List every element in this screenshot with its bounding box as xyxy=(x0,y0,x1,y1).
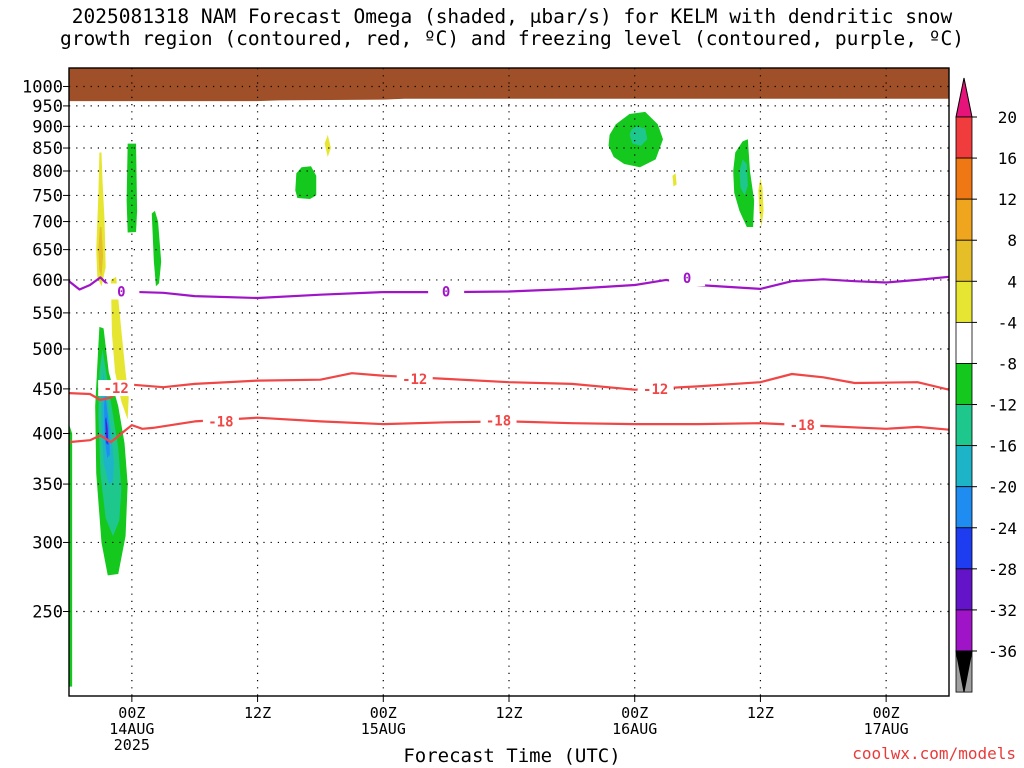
colorbar-swatch xyxy=(955,363,973,405)
y-tick-label: 300 xyxy=(32,533,63,553)
colorbar-swatch xyxy=(955,116,973,159)
colorbar-label: 20 xyxy=(998,108,1017,127)
y-tick-label: 450 xyxy=(32,380,63,400)
colorbar-swatch xyxy=(955,568,973,611)
source-credit[interactable]: coolwx.com/models xyxy=(852,744,1016,763)
colorbar-label: -36 xyxy=(988,642,1017,661)
omega-shade-rise-54h xyxy=(629,126,648,146)
omega-shade-sink-66h xyxy=(758,178,764,228)
y-tick-label: 400 xyxy=(32,424,63,444)
colorbar-label: 16 xyxy=(998,149,1017,168)
colorbar-swatch xyxy=(955,404,973,447)
colorbar-swatch xyxy=(955,609,973,652)
colorbar-label: 12 xyxy=(998,190,1017,209)
omega-shade-rise-22h xyxy=(295,166,317,199)
y-tick-label: 700 xyxy=(32,213,63,233)
contour-label-bg xyxy=(98,380,135,397)
colorbar-swatch xyxy=(955,280,973,323)
x-tick-label: 14AUG xyxy=(109,720,154,738)
y-tick-label: 1000 xyxy=(22,77,63,97)
colorbar-swatch xyxy=(955,445,973,488)
colorbar-swatch xyxy=(955,527,973,570)
y-tick-label: 600 xyxy=(32,271,63,291)
x-tick-label: 16AUG xyxy=(612,720,657,738)
y-tick-label: 650 xyxy=(32,241,63,261)
x-tick-label: 2025 xyxy=(114,736,150,754)
colorbar-label: -32 xyxy=(988,601,1017,620)
contour-label-bg xyxy=(103,283,140,300)
y-tick-label: 800 xyxy=(32,162,63,182)
contour-label--12: -12 xyxy=(643,382,668,398)
contour-label-bg xyxy=(637,380,674,397)
colorbar-top-arrow xyxy=(955,77,973,118)
contour-label--18: -18 xyxy=(208,414,233,430)
contour-label-bg xyxy=(428,283,465,300)
y-tick-label: 500 xyxy=(32,340,63,360)
x-axis-label: Forecast Time (UTC) xyxy=(403,745,621,767)
contour-label--18: -18 xyxy=(790,418,815,434)
colorbar-label: 4 xyxy=(1007,272,1017,291)
x-tick-label: 00Z xyxy=(873,704,900,722)
colorbar-label: -8 xyxy=(998,354,1017,373)
omega-shade-sink-25h xyxy=(324,134,331,158)
y-tick-label: 900 xyxy=(32,117,63,137)
y-tick-label: 250 xyxy=(32,602,63,622)
colorbar-bottom-arrow xyxy=(955,650,973,693)
omega-shade-sink-3h xyxy=(98,227,104,277)
colorbar-swatch xyxy=(955,239,973,282)
x-tick-label: 15AUG xyxy=(361,720,406,738)
colorbar-label: -24 xyxy=(988,519,1017,538)
colorbar-swatch xyxy=(955,157,973,200)
x-tick-label: 12Z xyxy=(747,704,774,722)
x-tick-label: 00Z xyxy=(370,704,397,722)
y-tick-label: 850 xyxy=(32,139,63,159)
contour-label-bg xyxy=(202,413,239,430)
contour-label-bg xyxy=(480,412,517,429)
x-tick-label: 00Z xyxy=(621,704,648,722)
contour-line--12 xyxy=(69,372,949,402)
contour-label--12: -12 xyxy=(103,381,128,397)
x-tick-label: 12Z xyxy=(495,704,522,722)
y-tick-label: 750 xyxy=(32,186,63,206)
omega-shade-sink-57h xyxy=(672,173,677,187)
x-tick-label: 12Z xyxy=(244,704,271,722)
chart-title: 2025081318 NAM Forecast Omega (shaded, μ… xyxy=(60,5,964,50)
omega-shade-rise-8h xyxy=(151,210,162,287)
colorbar-label: -20 xyxy=(988,478,1017,497)
colorbar-swatch xyxy=(955,198,973,241)
contour-label-bg xyxy=(396,370,433,387)
colorbar-swatch xyxy=(955,486,973,529)
terrain-fill xyxy=(69,68,949,102)
x-tick-label: 00Z xyxy=(118,704,145,722)
contour-label-0: 0 xyxy=(683,271,691,287)
grid-lines xyxy=(69,68,949,696)
colorbar-label: -28 xyxy=(988,560,1017,579)
colorbar-swatch xyxy=(955,321,973,364)
contour-label-bg xyxy=(784,417,821,434)
contour-label-0: 0 xyxy=(442,284,450,300)
omega-shade-rise-column-0h xyxy=(69,424,73,687)
colorbar-label: -16 xyxy=(988,437,1017,456)
omega-shade-rise-core-4h xyxy=(105,422,108,439)
colorbar-label: -12 xyxy=(988,396,1017,415)
colorbar-label: -4 xyxy=(998,313,1017,332)
y-tick-label: 550 xyxy=(32,304,63,324)
colorbar-label: 8 xyxy=(1007,231,1017,250)
y-tick-label: 950 xyxy=(32,97,63,117)
y-tick-label: 350 xyxy=(32,475,63,495)
omega-shade-rise-64h xyxy=(739,159,748,196)
x-tick-label: 17AUG xyxy=(864,720,909,738)
contour-label--18: -18 xyxy=(486,413,511,429)
contour-label--12: -12 xyxy=(402,372,427,388)
omega-shade-rise-6h xyxy=(126,143,138,233)
contour-label-0: 0 xyxy=(117,284,125,300)
contour-label-bg xyxy=(669,270,706,287)
